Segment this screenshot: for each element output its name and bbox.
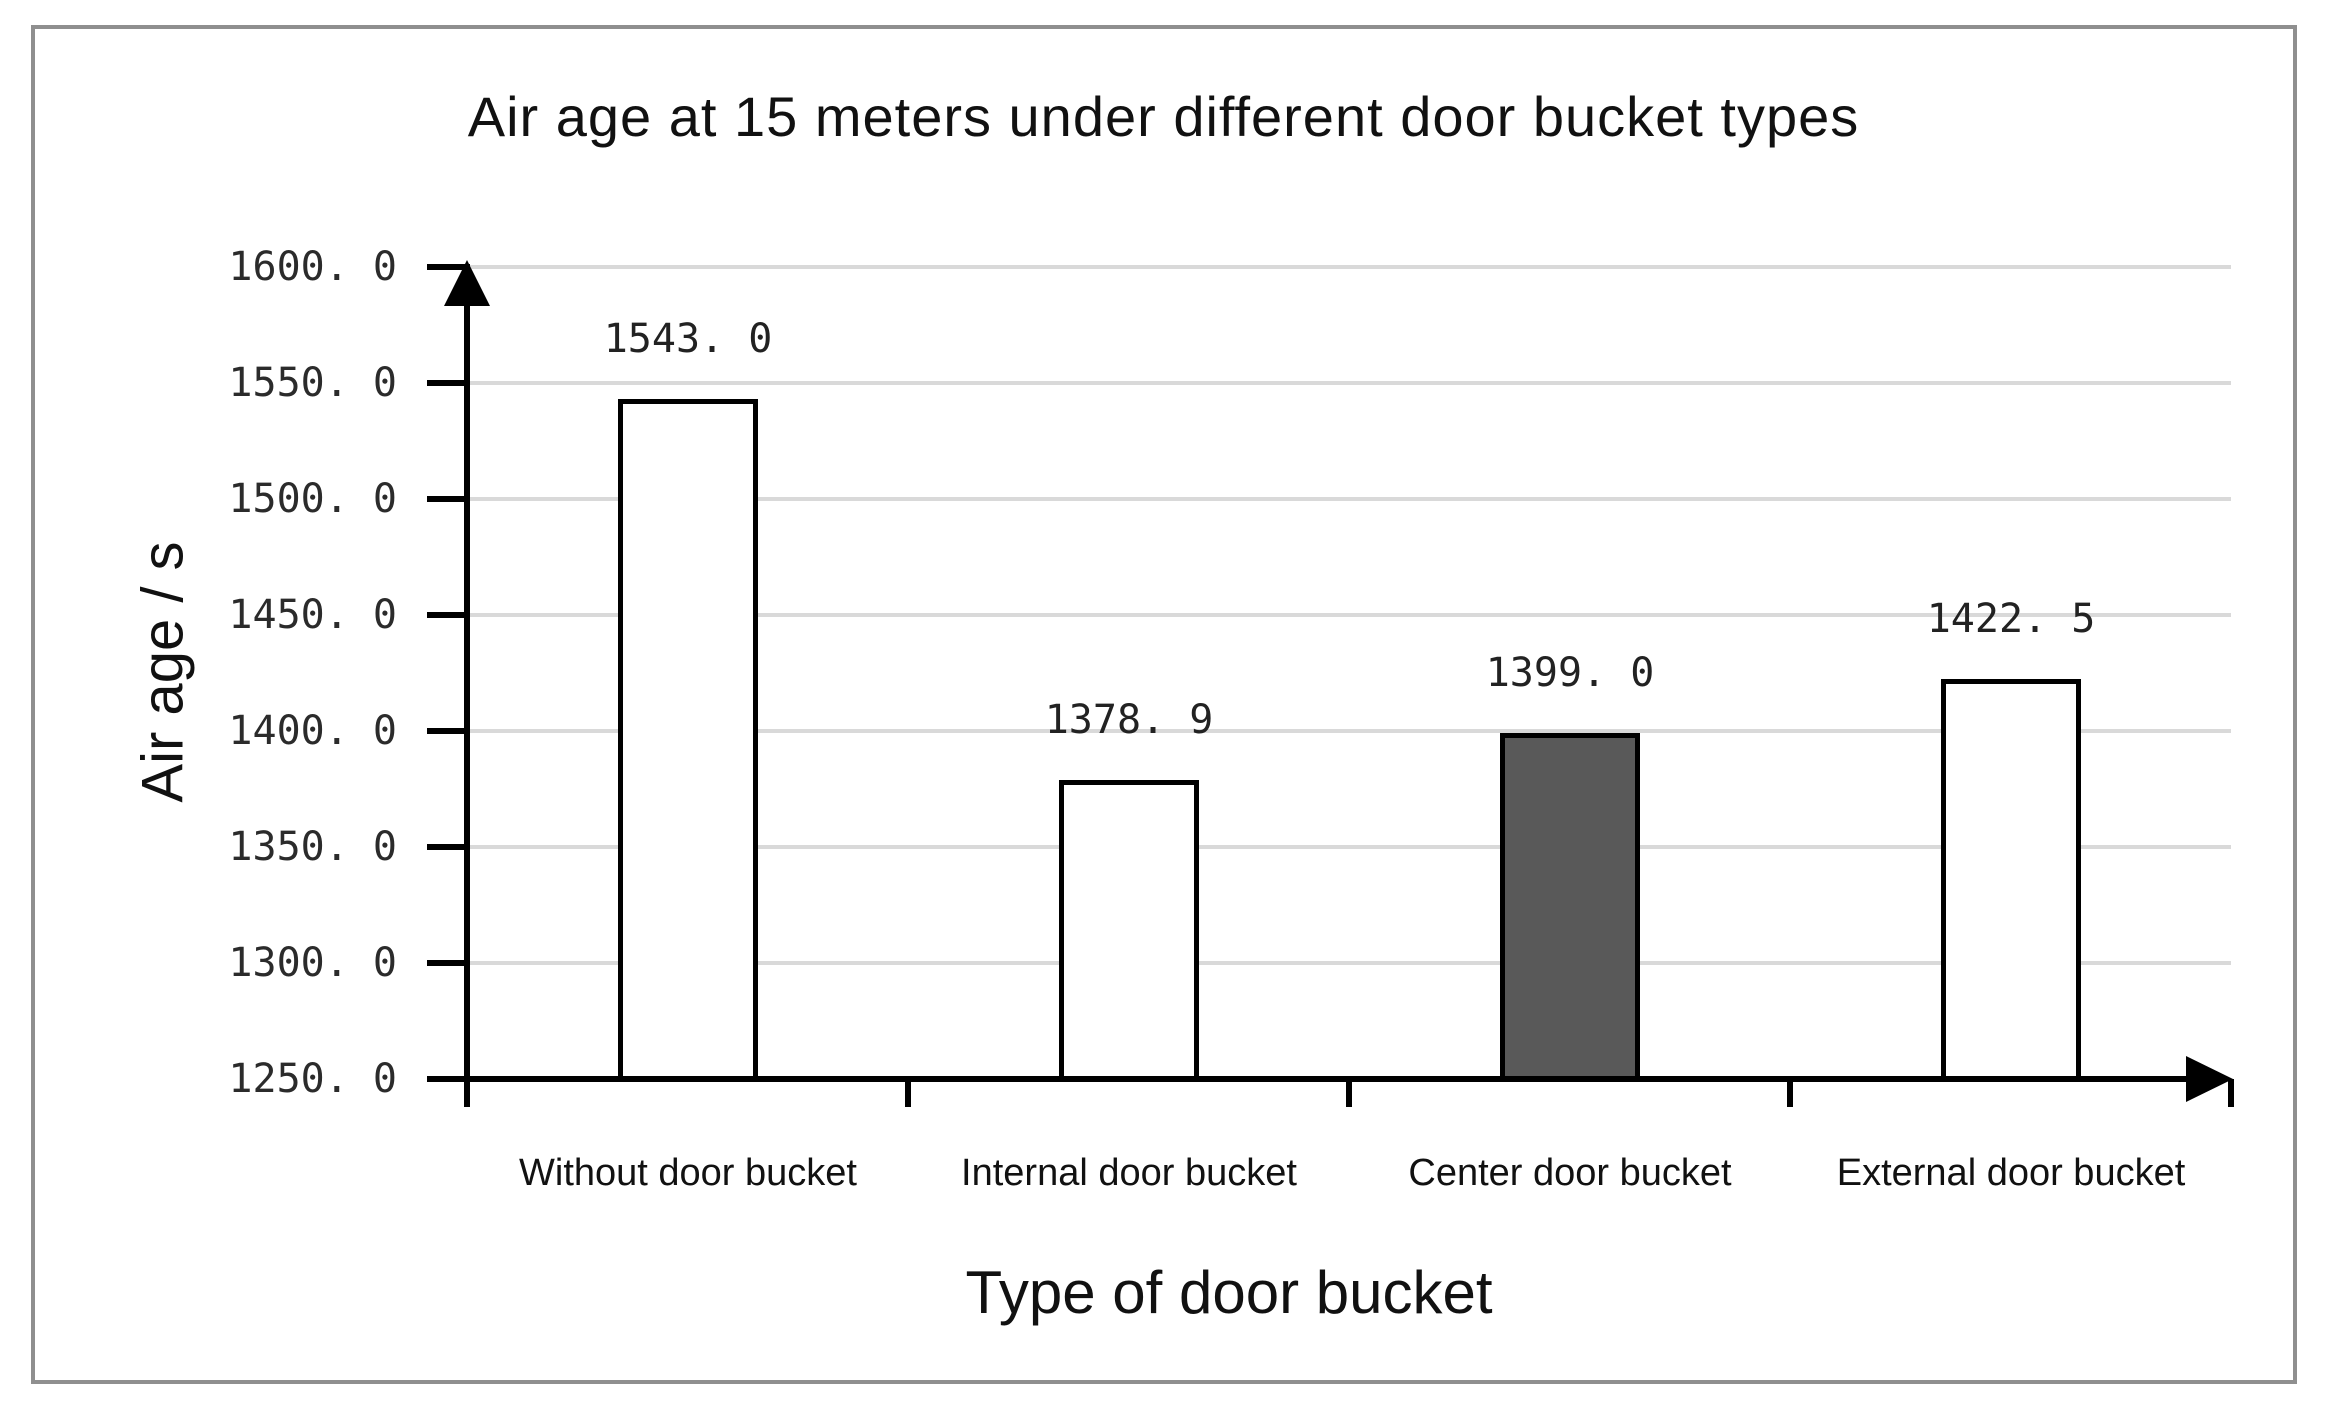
y-tick-label: 1300. 0 xyxy=(228,940,397,986)
y-axis-tick xyxy=(427,960,470,966)
y-axis-arrow-icon xyxy=(444,260,490,306)
x-axis-tick xyxy=(1346,1079,1352,1107)
bar-center-door-bucket xyxy=(1500,733,1640,1082)
bar-internal-door-bucket xyxy=(1059,780,1199,1082)
y-axis-line xyxy=(464,270,470,1082)
x-axis-line xyxy=(464,1076,2187,1082)
y-axis-tick xyxy=(427,728,470,734)
x-axis-tick xyxy=(1787,1079,1793,1107)
y-axis-tick xyxy=(427,496,470,502)
y-axis-tick xyxy=(427,380,470,386)
bar-value-label-without-door-bucket: 1543. 0 xyxy=(603,316,773,362)
bar-without-door-bucket xyxy=(618,399,758,1082)
bar-value-label-internal-door-bucket: 1378. 9 xyxy=(1044,697,1214,743)
gridline xyxy=(467,613,2231,617)
y-tick-label: 1350. 0 xyxy=(228,824,397,870)
x-category-label-without-door-bucket: Without door bucket xyxy=(519,1152,857,1194)
chart-title: Air age at 15 meters under different doo… xyxy=(467,85,1860,148)
gridline xyxy=(467,729,2231,733)
y-axis-tick xyxy=(427,1076,470,1082)
y-axis-title: Air age / s xyxy=(130,541,196,803)
x-category-label-center-door-bucket: Center door bucket xyxy=(1408,1152,1732,1194)
bar-value-label-external-door-bucket: 1422. 5 xyxy=(1926,596,2096,642)
bar-value-label-center-door-bucket: 1399. 0 xyxy=(1485,650,1655,696)
x-axis-arrow-icon xyxy=(2186,1056,2233,1102)
y-tick-label: 1450. 0 xyxy=(228,592,397,638)
figure-border xyxy=(31,25,2297,1384)
y-tick-label: 1400. 0 xyxy=(228,708,397,754)
x-category-label-external-door-bucket: External door bucket xyxy=(1836,1152,2186,1194)
x-axis-tick xyxy=(464,1079,470,1107)
gridline xyxy=(467,265,2231,269)
y-tick-label: 1500. 0 xyxy=(228,476,397,522)
gridline xyxy=(467,381,2231,385)
y-axis-tick xyxy=(427,844,470,850)
bar-external-door-bucket xyxy=(1941,679,2081,1082)
x-category-label-internal-door-bucket: Internal door bucket xyxy=(961,1152,1297,1194)
x-axis-title: Type of door bucket xyxy=(965,1259,1493,1326)
gridline xyxy=(467,961,2231,965)
y-tick-label: 1600. 0 xyxy=(228,244,397,290)
y-tick-label: 1250. 0 xyxy=(228,1056,397,1102)
x-axis-tick xyxy=(905,1079,911,1107)
gridline xyxy=(467,497,2231,501)
y-axis-tick xyxy=(427,612,470,618)
y-tick-label: 1550. 0 xyxy=(228,360,397,406)
gridline xyxy=(467,845,2231,849)
